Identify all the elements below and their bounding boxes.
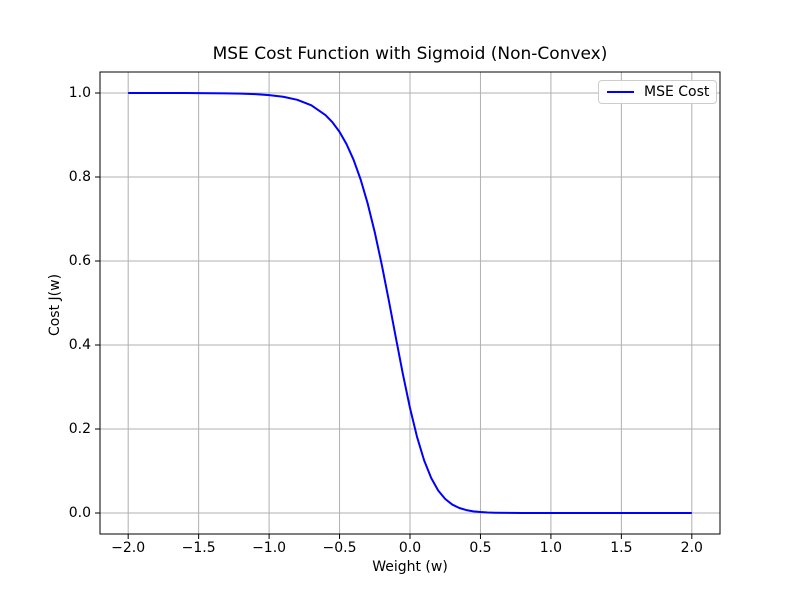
mse-cost-curve <box>128 92 692 514</box>
x-tick-label: −0.5 <box>322 540 357 556</box>
y-tick-label: 0.4 <box>68 337 91 353</box>
y-tick-label: 1.0 <box>68 85 91 101</box>
chart-title: MSE Cost Function with Sigmoid (Non-Conv… <box>212 44 608 64</box>
legend-line-sample-icon <box>607 91 634 93</box>
y-tick-label: 0.2 <box>68 421 91 437</box>
x-tick-label: 0.5 <box>469 540 492 556</box>
x-tick-label: −1.0 <box>252 540 287 556</box>
x-tick-label: 2.0 <box>680 540 703 556</box>
y-tick-label: 0.6 <box>68 253 91 269</box>
y-tick-label: 0.8 <box>68 169 91 185</box>
y-tick-label: 0.0 <box>68 505 91 521</box>
legend: MSE Cost <box>598 80 718 104</box>
y-axis-label: Cost J(w) <box>47 273 63 337</box>
x-axis-label: Weight (w) <box>372 559 448 575</box>
legend-label: MSE Cost <box>644 84 710 100</box>
x-tick-label: 0.0 <box>398 540 422 556</box>
x-tick-label: 1.5 <box>610 540 633 556</box>
x-tick-label: −1.5 <box>181 540 216 556</box>
x-tick-label: 1.0 <box>539 540 563 556</box>
x-tick-label: −2.0 <box>111 540 146 556</box>
